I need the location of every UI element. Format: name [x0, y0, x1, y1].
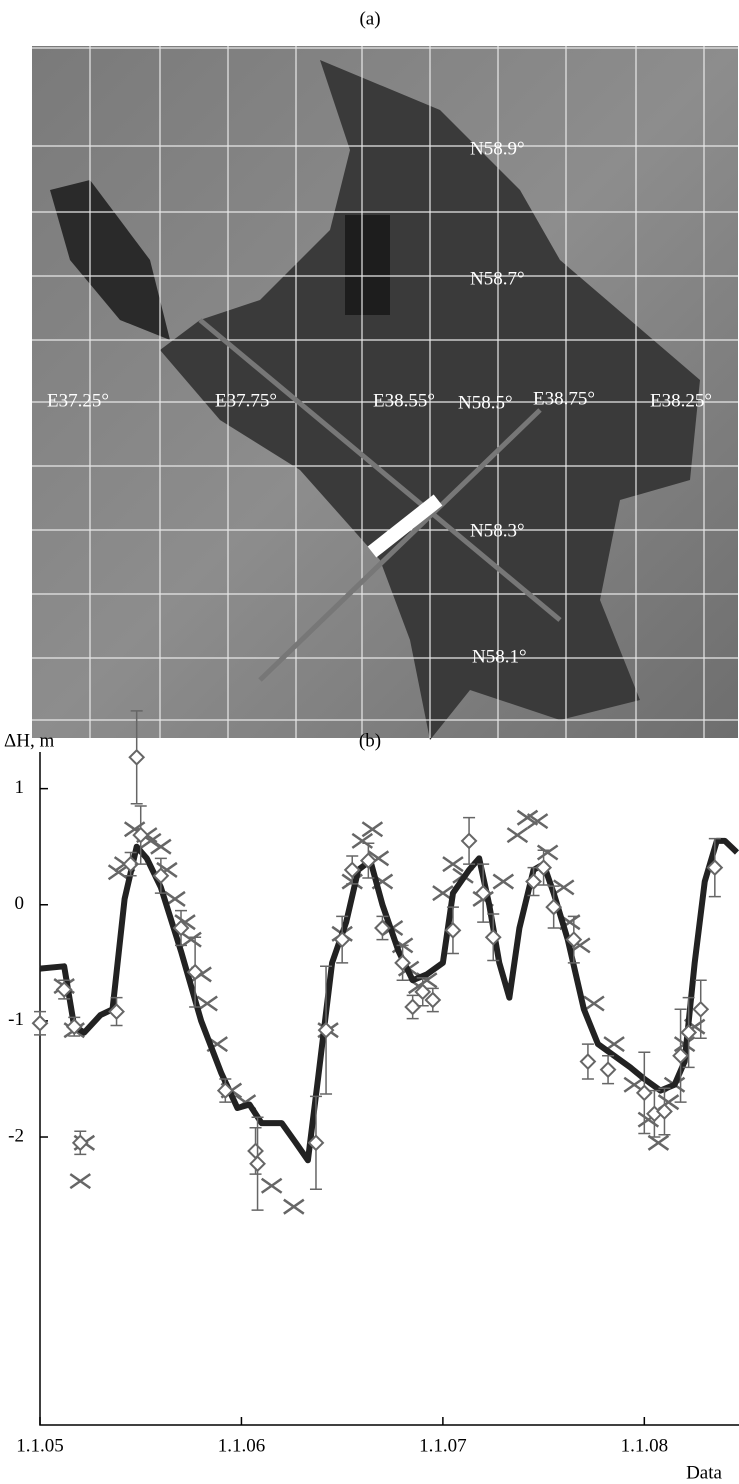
y-tick-label: 0 [15, 893, 25, 914]
diamond-marker [414, 983, 432, 1001]
panel-a-label: (a) [359, 8, 380, 29]
diamond-marker [424, 991, 442, 1009]
model-line [39, 837, 739, 1164]
cross-marker [69, 1173, 92, 1190]
x-tick-label: 1.1.06 [218, 1435, 266, 1456]
cross-marker [553, 879, 575, 896]
grid-label: E38.75° [533, 388, 595, 409]
y-tick-label: -2 [8, 1125, 24, 1146]
cross-marker [492, 873, 515, 890]
diamond-marker [343, 861, 361, 879]
diamond-marker [404, 998, 422, 1016]
diamond-marker [71, 1134, 89, 1152]
cross-marker [180, 931, 202, 948]
diamond-marker [484, 928, 502, 946]
cross-marker [506, 827, 529, 844]
diamond-marker [65, 1018, 83, 1036]
x-tick-label: 1.1.08 [621, 1435, 669, 1456]
chart-title: (b) [359, 730, 381, 751]
diamond-marker [672, 1047, 689, 1065]
diamond-marker [656, 1103, 673, 1120]
diamond-marker [692, 1000, 710, 1018]
diamond-marker [307, 1134, 325, 1152]
diamond-marker [474, 884, 492, 902]
cross-marker [260, 1177, 283, 1194]
grid-label: N58.5° [458, 392, 513, 413]
diamond-marker [444, 921, 462, 939]
diamond-marker [460, 832, 478, 850]
diamond-marker [152, 867, 170, 885]
diamond-marker [394, 954, 412, 972]
diamond-marker [128, 748, 146, 766]
diamond-marker [108, 1003, 125, 1021]
diamond-marker [535, 859, 553, 877]
grid-label: N58.1° [472, 646, 527, 667]
y-tick-label: -1 [8, 1009, 24, 1030]
diamond-marker [579, 1053, 597, 1070]
cross-marker [442, 856, 464, 873]
grid-label: N58.7° [470, 268, 525, 289]
cross-marker [583, 995, 605, 1012]
diamond-marker [186, 963, 204, 981]
diamond-marker [249, 1155, 266, 1173]
diamond-marker [525, 873, 542, 890]
cross-marker [647, 1134, 670, 1151]
diamond-marker [545, 898, 563, 916]
diamond-marker [122, 855, 140, 873]
diamond-marker [599, 1061, 617, 1079]
diamond-marker [374, 919, 391, 937]
diamond-marker [172, 919, 190, 937]
diamond-marker [55, 981, 73, 998]
cross-marker [526, 813, 549, 830]
diamond-marker [565, 931, 583, 949]
cross-marker [283, 1198, 305, 1215]
cross-marker [107, 864, 130, 881]
diamond-marker [132, 826, 150, 844]
grid-label: E38.25° [650, 390, 712, 411]
diamond-marker [317, 1021, 335, 1039]
grid-label: E37.25° [47, 390, 109, 411]
diamond-marker [31, 1014, 49, 1032]
grid-label: E38.55° [373, 390, 435, 411]
grid-label: N58.3° [470, 520, 525, 541]
x-tick-label: 1.1.05 [16, 1435, 64, 1456]
diamond-marker [216, 1082, 234, 1099]
diamond-marker [359, 852, 377, 870]
cross-marker [361, 821, 384, 838]
y-axis-label: ΔH, m [4, 730, 54, 751]
cross-marker [150, 838, 172, 855]
cross-marker [536, 844, 559, 861]
grid-label: E37.75° [215, 390, 277, 411]
x-axis-label: Data [686, 1462, 722, 1483]
diamond-marker [333, 931, 351, 949]
diamond-marker [680, 1024, 698, 1041]
grid-label: N58.9° [470, 138, 525, 159]
x-tick-label: 1.1.07 [419, 1435, 467, 1456]
y-tick-label: 1 [15, 777, 25, 798]
diamond-marker [706, 859, 724, 877]
diamond-marker [247, 1142, 264, 1160]
satellite-image [32, 46, 738, 740]
